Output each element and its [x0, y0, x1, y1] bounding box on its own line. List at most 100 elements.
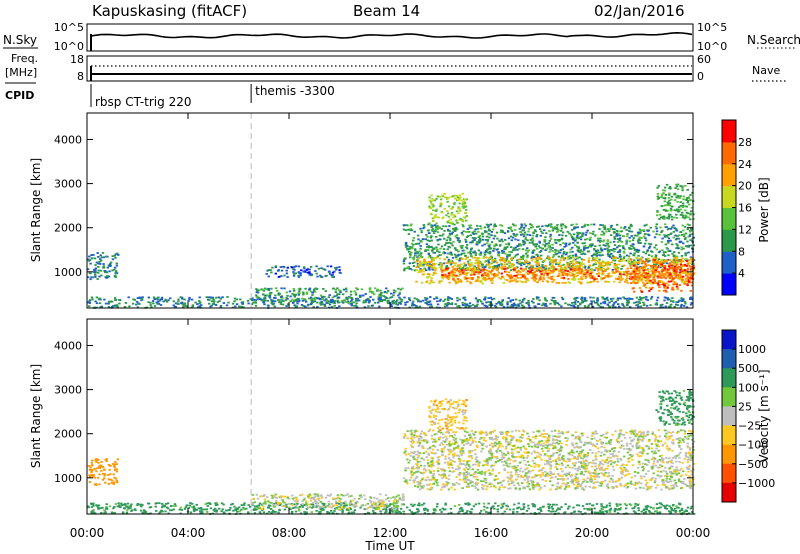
power-marks-cell — [465, 219, 468, 222]
power-marks-cell — [494, 225, 498, 227]
vel-marks-cell — [167, 512, 170, 515]
power-marks-cell — [541, 270, 544, 273]
power-marks-cell — [441, 277, 445, 280]
power-marks-cell — [595, 252, 599, 255]
power-marks-cell — [499, 303, 502, 306]
power-marks-cell — [462, 230, 465, 233]
power-marks-cell — [583, 224, 586, 227]
power-marks-cell — [637, 274, 640, 277]
power-marks-cell — [477, 276, 480, 279]
vel-marks-cell — [423, 509, 426, 512]
vel-marks-cell — [669, 510, 672, 513]
power-marks-cell — [639, 276, 642, 279]
vel-marks-cell — [115, 463, 118, 465]
power-marks-cell — [459, 253, 463, 256]
power-marks-cell — [252, 301, 255, 304]
power-marks-cell — [690, 284, 694, 287]
power-marks-cell — [669, 227, 673, 230]
power-marks-cell — [671, 297, 674, 299]
power-marks-cell — [433, 199, 437, 202]
power-marks-cell — [416, 256, 419, 259]
power-marks-cell — [689, 233, 692, 236]
power-marks-cell — [562, 242, 565, 244]
power-marks-cell — [664, 210, 668, 212]
power-marks-cell — [564, 302, 567, 305]
power-marks-cell — [447, 278, 450, 281]
power-marks-cell — [618, 271, 621, 274]
power-marks-cell — [564, 226, 568, 228]
power-marks-cell — [333, 304, 336, 307]
power-marks-cell — [439, 298, 442, 301]
vel-marks-cell — [230, 503, 233, 506]
power-marks-cell — [636, 257, 639, 260]
power-marks-cell — [530, 226, 533, 229]
power-marks-cell — [676, 200, 679, 203]
power-marks-cell — [626, 273, 630, 276]
power-marks-cell — [562, 252, 565, 255]
power-marks-cell — [655, 302, 658, 305]
power-marks-cell — [544, 266, 548, 268]
power-marks-cell — [426, 264, 430, 266]
power-marks-cell — [412, 257, 415, 259]
power-marks-cell — [405, 246, 408, 248]
power-marks-cell — [678, 284, 681, 286]
power-marks-cell — [419, 262, 422, 265]
y-tick-label: 3000 — [54, 178, 82, 191]
power-marks-cell — [463, 200, 466, 203]
vel-marks-cell — [660, 503, 663, 506]
power-marks-cell — [586, 250, 590, 253]
power-marks-cell — [428, 273, 431, 276]
power-marks-cell — [626, 301, 629, 304]
power-marks-cell — [412, 258, 415, 261]
power-marks-cell — [103, 271, 107, 274]
power-marks-cell — [419, 252, 423, 255]
power-marks-cell — [314, 287, 317, 290]
power-marks-cell — [658, 280, 662, 282]
power-marks-cell — [385, 291, 389, 294]
power-marks-cell — [664, 197, 667, 200]
power-marks-cell — [656, 260, 660, 262]
power-marks-cell — [483, 304, 486, 307]
power-marks-cell — [576, 269, 580, 271]
power-marks-cell — [309, 303, 313, 306]
vel-marks-cell — [94, 512, 97, 515]
vel-marks-cell — [254, 508, 258, 511]
power-marks-cell — [254, 301, 257, 304]
power-marks-cell — [435, 208, 438, 211]
power-marks-cell — [462, 268, 465, 271]
power-marks-cell — [104, 270, 107, 272]
vel-marks-cell — [161, 506, 164, 509]
power-marks-cell — [656, 211, 659, 213]
power-marks-cell — [314, 290, 317, 293]
vel-marks-cell — [258, 502, 262, 505]
vel-marks-cell — [477, 502, 481, 505]
power-marks-cell — [686, 284, 689, 287]
power-marks-cell — [447, 274, 451, 277]
vel-marks-cell — [592, 504, 595, 507]
power-marks-cell — [691, 240, 694, 242]
vel-marks-cell — [120, 502, 123, 505]
power-marks-cell — [541, 304, 544, 307]
vel-marks-cell — [194, 509, 197, 511]
power-marks-cell — [457, 206, 460, 209]
power-marks-cell — [470, 261, 473, 264]
power-marks-cell — [470, 277, 474, 279]
power-marks-cell — [534, 245, 537, 248]
power-marks-cell — [94, 271, 97, 273]
power-marks-cell — [640, 237, 643, 239]
power-marks-cell — [320, 298, 323, 301]
power-marks-cell — [294, 293, 297, 296]
power-marks-cell — [277, 299, 280, 301]
power-marks-cell — [637, 254, 640, 257]
vel-marks-cell — [293, 503, 296, 506]
power-marks-cell — [471, 241, 474, 244]
power-marks-cell — [469, 263, 472, 266]
power-marks-cell — [524, 281, 527, 284]
power-marks-cell — [555, 263, 558, 265]
power-marks-cell — [607, 281, 610, 283]
power-marks-cell — [485, 269, 488, 272]
power-marks-cell — [684, 232, 688, 235]
power-marks-cell — [686, 276, 690, 278]
power-marks-cell — [279, 296, 283, 298]
power-marks-cell — [575, 265, 578, 268]
